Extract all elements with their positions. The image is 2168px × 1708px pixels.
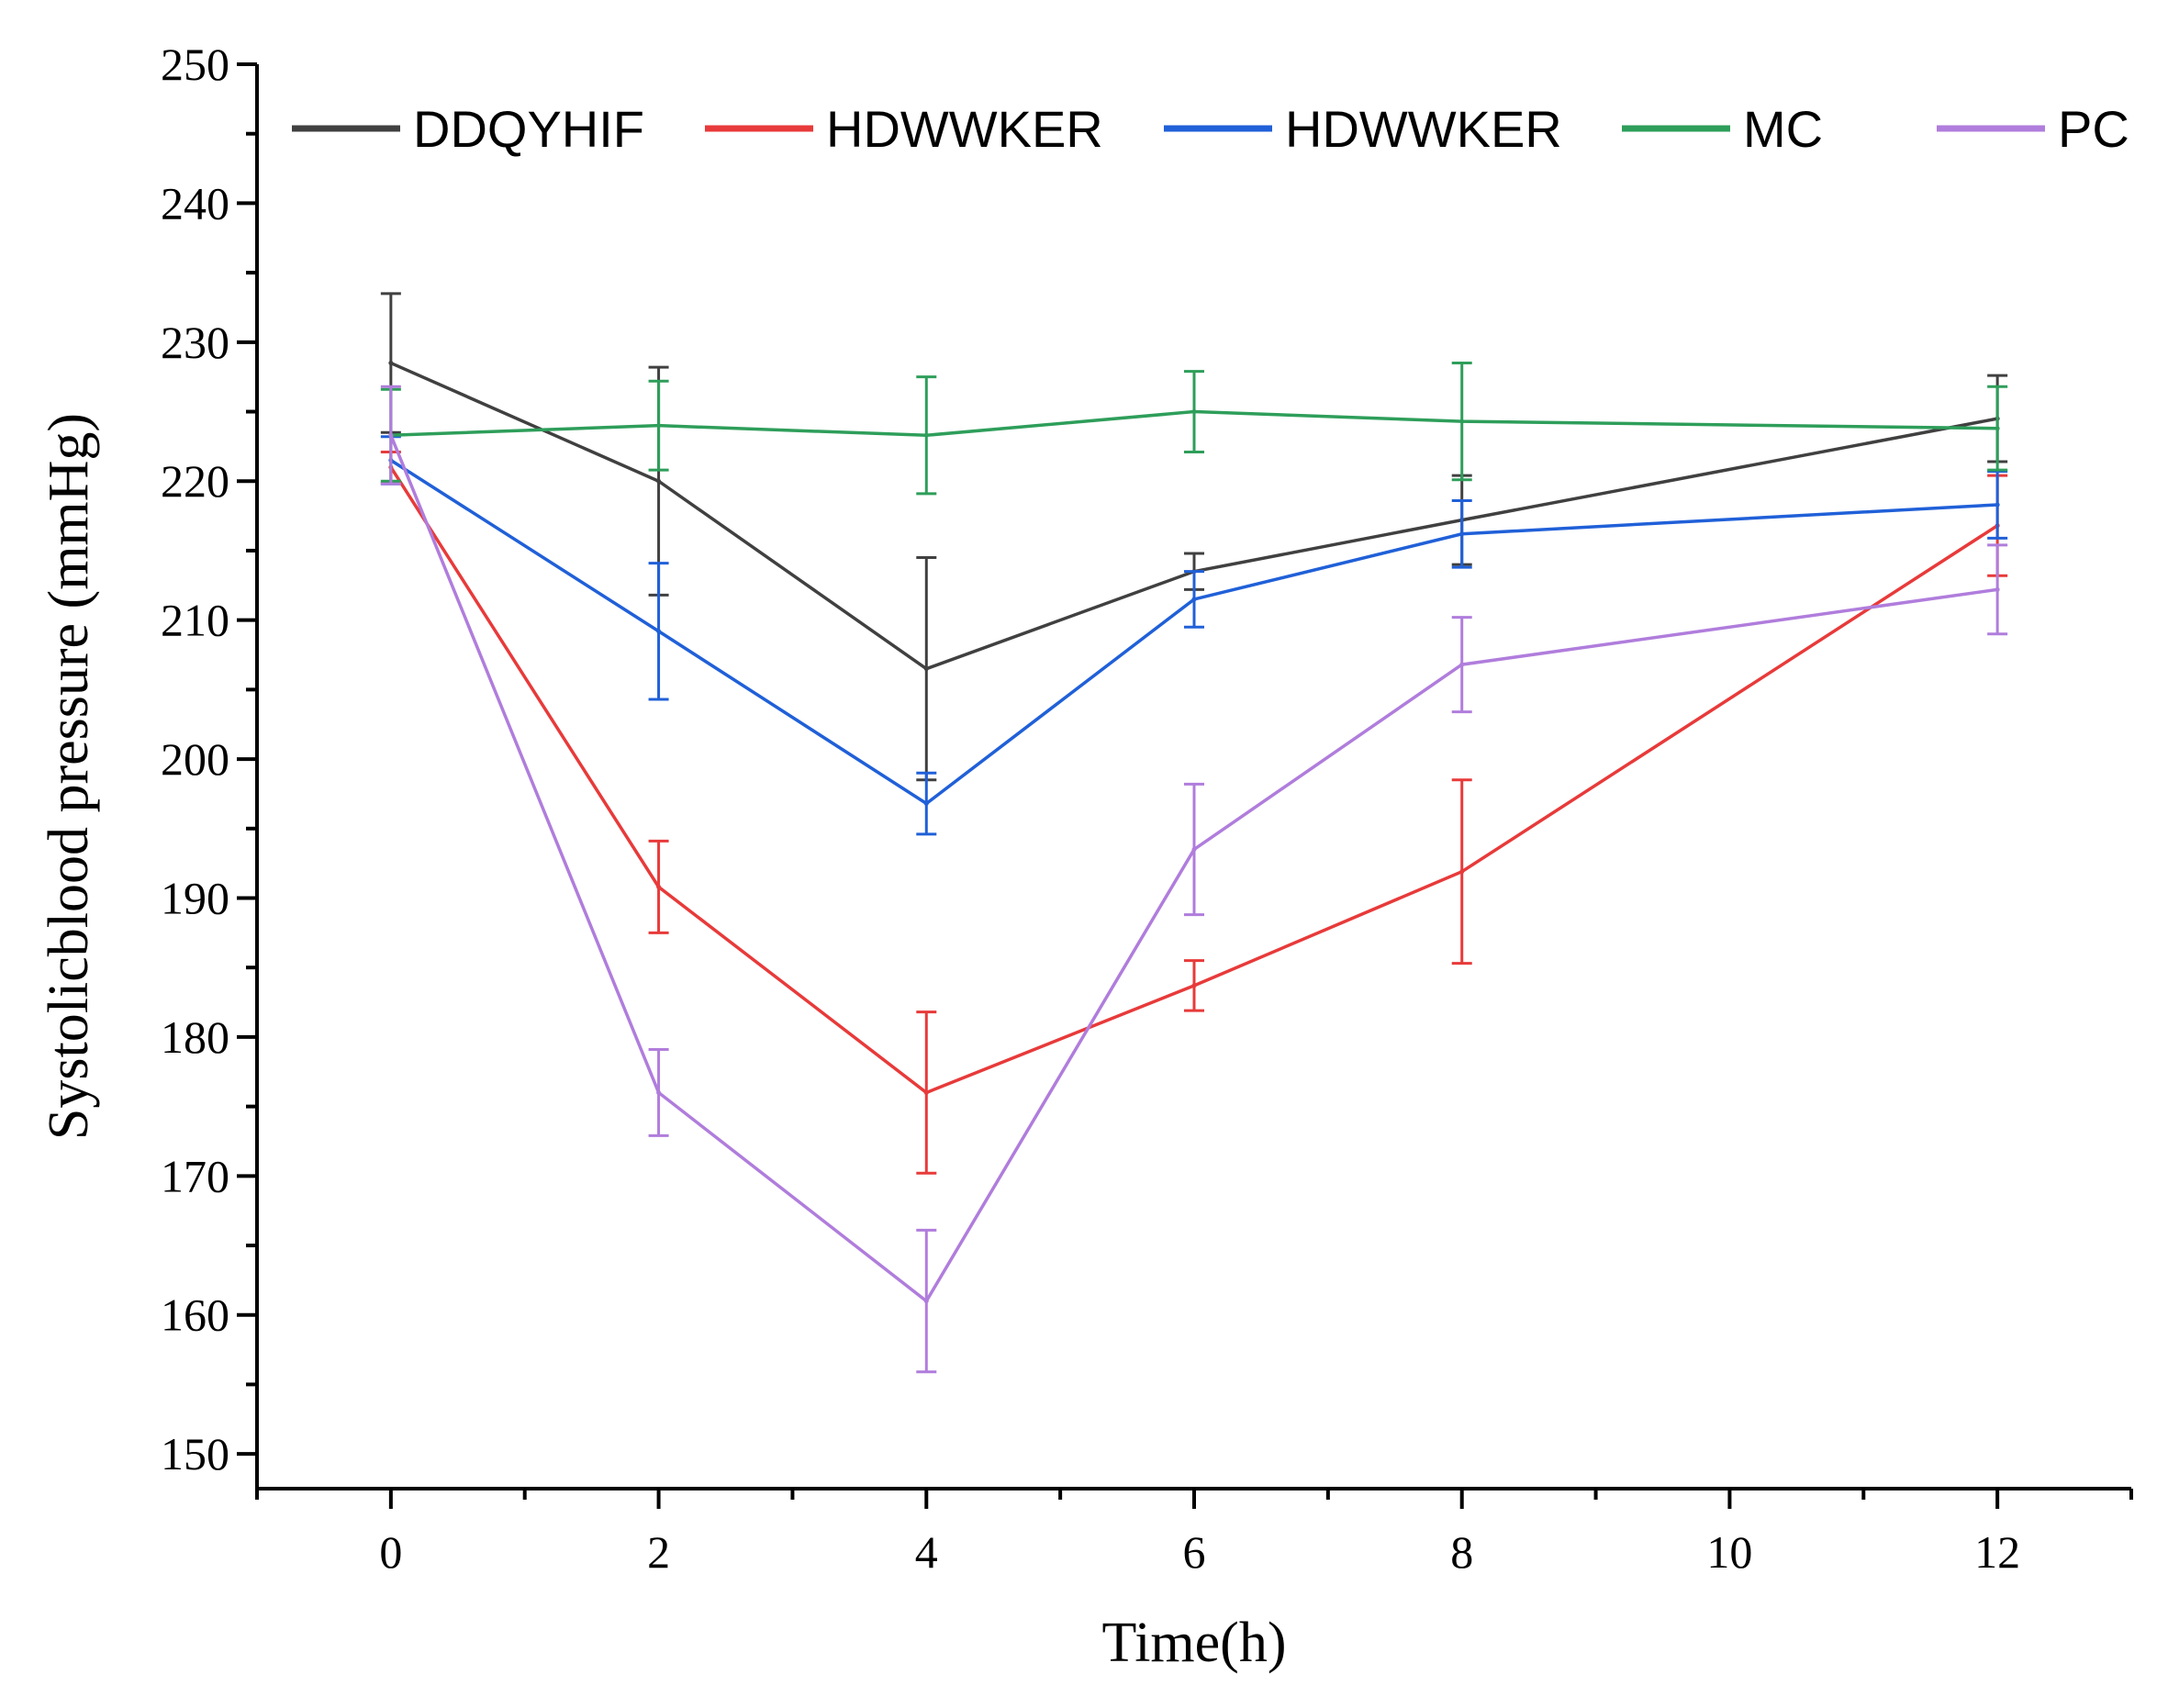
data-point bbox=[1995, 502, 2000, 508]
data-point bbox=[656, 1089, 662, 1095]
x-tick-label: 10 bbox=[1706, 1526, 1752, 1578]
legend-label: DDQYHIF bbox=[413, 100, 644, 158]
data-point bbox=[923, 666, 929, 672]
data-point bbox=[1191, 983, 1197, 988]
axis-ticks: 150 160 170 180 190 200 210 220 230 240 250 0 2 4 6 8 10… bbox=[161, 39, 2133, 1578]
data-point bbox=[923, 1299, 929, 1304]
y-tick-label: 240 bbox=[161, 177, 229, 229]
y-tick-label: 160 bbox=[161, 1289, 229, 1341]
legend-item: MC bbox=[1622, 100, 1823, 158]
data-point bbox=[656, 629, 662, 634]
data-point bbox=[923, 432, 929, 438]
x-tick-label: 12 bbox=[1974, 1526, 2020, 1578]
y-tick-label: 230 bbox=[161, 317, 229, 368]
data-point bbox=[388, 361, 394, 366]
legend-item: HDWWKER bbox=[705, 100, 1103, 158]
legend-label: HDWWKER bbox=[826, 100, 1103, 158]
x-tick-label: 6 bbox=[1183, 1526, 1206, 1578]
data-point bbox=[1459, 419, 1465, 424]
x-tick-label: 2 bbox=[647, 1526, 670, 1578]
data-point bbox=[656, 423, 662, 429]
y-tick-label: 250 bbox=[161, 39, 229, 90]
legend: DDQYHIF HDWWKER HDWWKER MC PC bbox=[292, 100, 2129, 158]
series-line bbox=[389, 434, 1998, 1304]
data-point bbox=[1459, 869, 1465, 875]
y-tick-label: 200 bbox=[161, 733, 229, 785]
series-line bbox=[390, 361, 1998, 671]
y-tick-label: 210 bbox=[161, 595, 229, 646]
x-tick-label: 0 bbox=[379, 1526, 402, 1578]
data-point bbox=[923, 801, 929, 807]
series-line bbox=[390, 409, 1998, 438]
series-ddqyhif-1 bbox=[380, 292, 2008, 782]
series-pc-5 bbox=[380, 385, 2008, 1374]
data-point bbox=[1191, 597, 1197, 602]
data-point bbox=[1459, 662, 1465, 667]
data-point bbox=[1191, 409, 1197, 415]
series-mc-4 bbox=[380, 362, 2008, 496]
x-tick-label: 8 bbox=[1450, 1526, 1473, 1578]
series-layer bbox=[380, 292, 2008, 1374]
data-point bbox=[656, 884, 662, 889]
legend-item: PC bbox=[1937, 100, 2129, 158]
data-point bbox=[1995, 426, 2000, 431]
y-tick-label: 220 bbox=[161, 455, 229, 507]
x-tick-label: 4 bbox=[915, 1526, 938, 1578]
axes bbox=[255, 64, 2131, 1490]
series-line bbox=[389, 459, 1998, 806]
series-line bbox=[389, 466, 1999, 1095]
data-point bbox=[923, 1089, 929, 1095]
legend-item: DDQYHIF bbox=[292, 100, 644, 158]
y-tick-label: 190 bbox=[161, 872, 229, 923]
y-tick-label: 180 bbox=[161, 1011, 229, 1063]
data-point bbox=[656, 478, 662, 484]
x-axis-title: Time(h) bbox=[1102, 1612, 1287, 1674]
y-tick-label: 170 bbox=[161, 1150, 229, 1201]
data-point bbox=[1191, 846, 1197, 852]
data-point bbox=[388, 432, 394, 438]
y-tick-label: 150 bbox=[161, 1428, 229, 1479]
legend-label: PC bbox=[2058, 100, 2129, 158]
data-point bbox=[1995, 586, 2000, 592]
legend-label: HDWWKER bbox=[1285, 100, 1562, 158]
series-hdwwker-3 bbox=[380, 435, 2008, 836]
data-point bbox=[1459, 531, 1465, 537]
legend-item: HDWWKER bbox=[1164, 100, 1562, 158]
legend-label: MC bbox=[1743, 100, 1823, 158]
y-axis-title: Systolicblood pressure (mmHg) bbox=[38, 413, 100, 1140]
